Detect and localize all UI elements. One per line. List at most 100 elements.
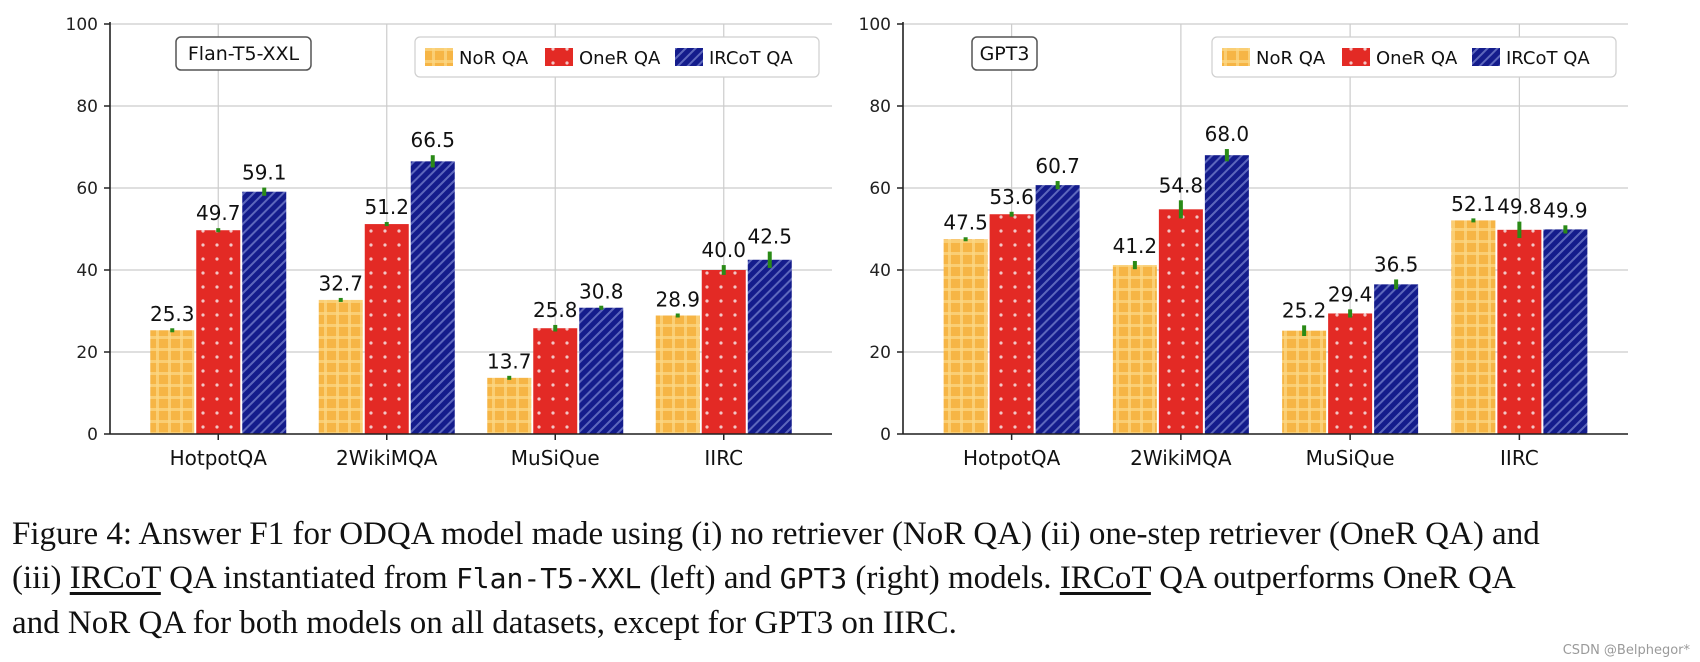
data-label: 49.8 [1497, 195, 1542, 219]
bar [1374, 284, 1419, 434]
bar [364, 224, 409, 434]
caption-line-3: and NoR QA for both models on all datase… [12, 601, 1692, 645]
y-tick-label: 20 [869, 343, 891, 363]
bar [487, 377, 532, 434]
bar [943, 239, 988, 434]
y-tick-label: 60 [76, 179, 98, 199]
y-tick-label: 40 [76, 261, 98, 281]
data-label: 40.0 [701, 238, 746, 262]
data-label: 28.9 [655, 287, 700, 311]
legend-swatch [1472, 48, 1500, 66]
data-label: 54.8 [1159, 173, 1204, 197]
caption-text: (left) and [641, 560, 780, 596]
data-label: 25.8 [533, 298, 578, 322]
caption-model-flan: Flan-T5-XXL [455, 562, 642, 595]
chart-title-box [971, 36, 1038, 71]
legend-label: NoR QA [459, 48, 529, 69]
caption-model-gpt3: GPT3 [779, 562, 848, 595]
legend: NoR QA OneR QA IRCoT QA [414, 36, 820, 78]
data-label: 32.7 [318, 272, 363, 296]
bar [1543, 229, 1588, 434]
y-tick-label: 0 [87, 425, 98, 445]
bar [1112, 265, 1157, 434]
caption-line-1: Figure 4: Answer F1 for ODQA model made … [12, 512, 1692, 556]
caption-text: (right) models. [847, 560, 1060, 596]
data-label: 29.4 [1328, 282, 1373, 306]
bar [318, 299, 363, 434]
x-tick-label: IIRC [704, 446, 743, 470]
y-tick-label: 80 [76, 97, 98, 117]
bar [242, 191, 287, 434]
data-label: 49.7 [196, 201, 241, 225]
chart-title: GPT3 [980, 43, 1030, 65]
x-tick-label: HotpotQA [963, 446, 1061, 470]
x-tick-label: HotpotQA [170, 446, 268, 470]
x-tick-label: 2WikiMQA [336, 446, 438, 470]
legend-swatch [545, 48, 573, 66]
data-label: 13.7 [487, 350, 532, 374]
data-label: 49.9 [1543, 198, 1588, 222]
chart-title-box [175, 36, 312, 71]
y-tick-label: 100 [66, 15, 98, 35]
y-tick-label: 100 [859, 15, 891, 35]
chart-title: Flan-T5-XXL [188, 43, 300, 65]
bar [1158, 209, 1203, 434]
legend: NoR QA OneR QA IRCoT QA [1211, 36, 1617, 78]
bar [989, 214, 1034, 434]
data-label: 53.6 [989, 185, 1034, 209]
caption-text: Figure 4: Answer F1 for ODQA model made … [12, 516, 1540, 552]
legend-box [1211, 36, 1617, 78]
legend-label: OneR QA [579, 48, 661, 69]
data-label: 36.5 [1374, 252, 1419, 276]
x-tick-label: MuSiQue [511, 446, 600, 470]
caption-ircot-term: IRCoT [69, 560, 161, 596]
x-tick-label: 2WikiMQA [1130, 446, 1232, 470]
data-label: 42.5 [747, 225, 792, 249]
data-label: 30.8 [579, 279, 624, 303]
figure-charts: 0 20 40 60 80 100 25.3 32.7 13.7 28.9 49.7 51.2 25.8… [66, 15, 1628, 470]
data-label: 51.2 [364, 195, 409, 219]
bar [1451, 220, 1496, 434]
panel-gpt3: 0 20 40 60 80 100 47.5 41.2 25.2 52.1 53.6 54.8 29.4… [859, 15, 1628, 470]
legend-label: NoR QA [1256, 48, 1326, 69]
y-tick-label: 20 [76, 343, 98, 363]
x-tick-label: IIRC [1500, 446, 1539, 470]
data-label: 68.0 [1205, 122, 1250, 146]
data-label: 60.7 [1035, 154, 1080, 178]
data-label: 66.5 [410, 128, 455, 152]
legend-label: IRCoT QA [1506, 48, 1590, 69]
bar [150, 330, 195, 434]
bar [196, 230, 241, 434]
figure-caption: Figure 4: Answer F1 for ODQA model made … [12, 512, 1692, 645]
bar [579, 307, 624, 434]
data-label: 47.5 [943, 211, 988, 235]
x-tick-label: MuSiQue [1306, 446, 1395, 470]
y-tick-label: 40 [869, 261, 891, 281]
bar [1328, 313, 1373, 434]
data-label: 41.2 [1113, 234, 1158, 258]
legend-swatch [675, 48, 703, 66]
data-label: 52.1 [1451, 192, 1496, 216]
legend-swatch [425, 48, 453, 66]
caption-text: QA instantiated from [160, 560, 456, 596]
legend-label: OneR QA [1376, 48, 1458, 69]
data-label: 25.2 [1282, 298, 1327, 322]
legend-box [414, 36, 820, 78]
bar [1497, 229, 1542, 434]
legend-swatch [1342, 48, 1370, 66]
legend-swatch [1222, 48, 1250, 66]
data-label: 25.3 [150, 302, 195, 326]
caption-line-2: (iii) IRCoT QA instantiated from Flan-T5… [12, 556, 1692, 601]
caption-text: QA outperforms OneR QA [1150, 560, 1516, 596]
caption-text: (iii) [12, 560, 70, 596]
bar [1204, 155, 1249, 434]
bar [1035, 185, 1080, 434]
watermark: CSDN @Belphegor* [1562, 643, 1690, 658]
y-tick-label: 60 [869, 179, 891, 199]
caption-ircot-term: IRCoT [1059, 560, 1151, 596]
y-tick-label: 0 [880, 425, 891, 445]
bar [1282, 330, 1327, 434]
bar [747, 259, 792, 434]
bar [410, 161, 455, 434]
bar [533, 328, 578, 434]
